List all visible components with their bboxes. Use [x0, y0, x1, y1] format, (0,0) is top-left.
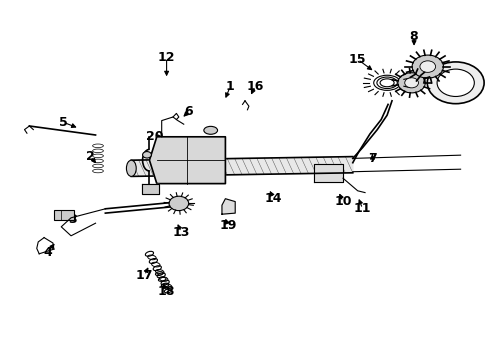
Text: 17: 17	[136, 269, 153, 282]
Ellipse shape	[420, 61, 436, 72]
Text: 14: 14	[265, 192, 282, 204]
Text: 10: 10	[334, 195, 352, 208]
Ellipse shape	[437, 69, 474, 96]
Ellipse shape	[398, 73, 425, 93]
Text: 12: 12	[158, 51, 175, 64]
Bar	[54, 210, 74, 220]
Text: 4: 4	[44, 246, 52, 258]
Text: 18: 18	[158, 285, 175, 298]
Text: 15: 15	[349, 53, 367, 66]
Polygon shape	[149, 137, 225, 184]
Text: 8: 8	[410, 30, 418, 42]
Text: 9: 9	[461, 87, 470, 100]
Ellipse shape	[427, 62, 484, 104]
Ellipse shape	[412, 55, 443, 78]
Polygon shape	[142, 184, 159, 194]
Text: 20: 20	[146, 130, 163, 143]
Text: 16: 16	[246, 80, 264, 93]
Polygon shape	[314, 164, 343, 182]
Text: 2: 2	[86, 150, 95, 163]
Text: 3: 3	[68, 213, 77, 226]
Text: 1: 1	[226, 80, 235, 93]
Text: 11: 11	[354, 202, 371, 215]
Polygon shape	[222, 199, 235, 214]
Text: 6: 6	[184, 105, 193, 118]
Ellipse shape	[126, 160, 136, 176]
Text: 13: 13	[172, 226, 190, 239]
Text: 7: 7	[368, 152, 377, 165]
Ellipse shape	[169, 196, 189, 211]
Ellipse shape	[143, 152, 151, 158]
Text: 19: 19	[219, 219, 237, 231]
Ellipse shape	[204, 126, 218, 134]
Polygon shape	[131, 157, 353, 176]
Text: 5: 5	[59, 116, 68, 129]
Ellipse shape	[405, 78, 418, 88]
